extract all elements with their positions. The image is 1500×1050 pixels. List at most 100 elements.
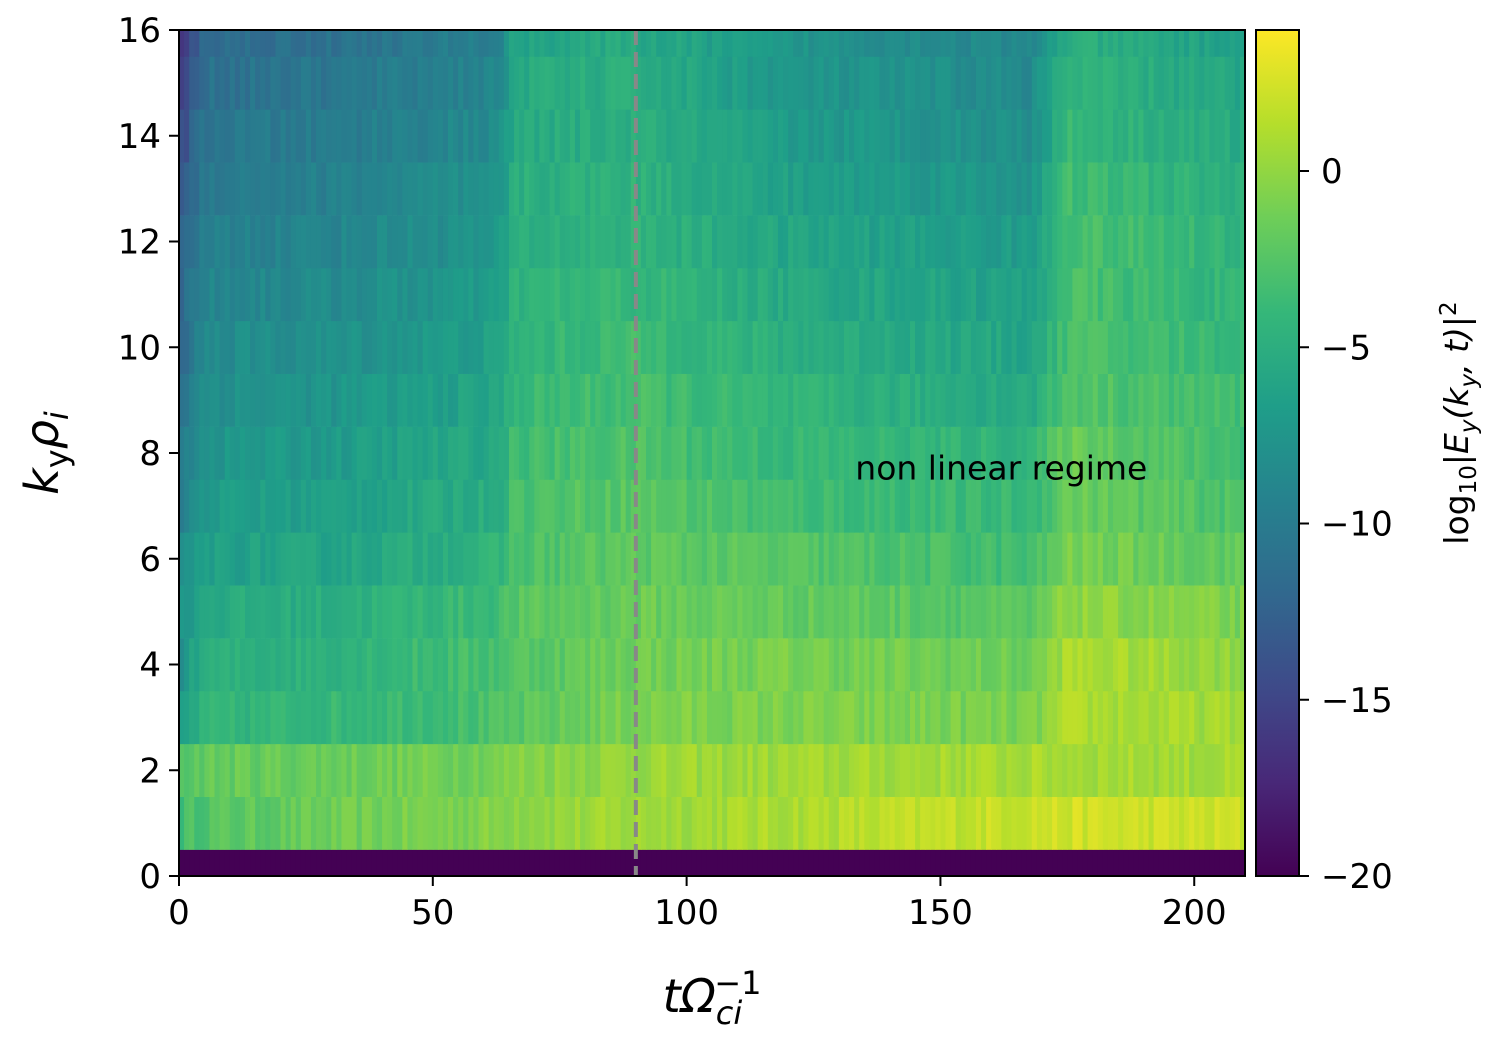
heatmap-cell [321,267,327,322]
heatmap-cell [970,162,977,216]
heatmap-cell [1239,373,1246,427]
heatmap-cell [544,638,551,692]
heatmap-cell [295,585,302,639]
heatmap-cell [574,479,581,533]
heatmap-cell [290,690,297,745]
heatmap-cell [209,585,216,639]
heatmap-cell [564,796,571,850]
heatmap-cell [1011,267,1018,322]
heatmap-cell [1031,267,1038,322]
heatmap-cell [387,56,393,110]
heatmap-cell [630,30,637,57]
heatmap-cell [864,690,870,745]
heatmap-cell [437,426,444,480]
colorbar-tick-label: −15 [1321,681,1393,721]
heatmap-cell [696,585,703,639]
heatmap-cell [214,56,221,110]
heatmap-cell [1031,320,1038,374]
heatmap-cell [701,30,708,57]
heatmap-cell [1123,162,1129,216]
heatmap-cell [828,585,835,639]
heatmap-cell [803,426,810,480]
heatmap-cell [1148,585,1155,639]
heatmap-cell [625,162,632,216]
heatmap-cell [1087,215,1094,269]
heatmap-cell [1107,796,1114,850]
heatmap-cell [508,532,515,586]
heatmap-cell [950,30,957,57]
heatmap-cell [1209,585,1216,639]
heatmap-cell [1179,30,1185,57]
heatmap-cell [864,585,870,639]
heatmap-cell [290,56,297,110]
heatmap-cell [1163,215,1170,269]
heatmap-cell [828,56,835,110]
heatmap-cell [295,479,302,533]
heatmap-cell [498,796,505,850]
heatmap-cell [712,690,718,745]
heatmap-cell [1214,373,1221,427]
heatmap-cell [838,638,845,692]
heatmap-cell [991,373,997,427]
heatmap-cell [1123,109,1129,163]
heatmap-cell [448,479,454,533]
heatmap-cell [869,743,876,797]
heatmap-cell [620,849,627,877]
heatmap-cell [326,743,332,797]
heatmap-cell [1158,638,1165,692]
heatmap-cell [1062,215,1068,269]
heatmap-cell [478,690,485,745]
heatmap-cell [671,690,678,745]
heatmap-cell [894,849,901,877]
heatmap-cell [737,215,744,269]
heatmap-cell [930,585,936,639]
heatmap-cell [402,109,409,163]
heatmap-cell [1016,426,1023,480]
heatmap-cell [970,215,977,269]
heatmap-cell [843,373,850,427]
heatmap-cell [727,796,733,850]
heatmap-cell [427,638,434,692]
heatmap-cell [493,426,500,480]
heatmap-cell [859,215,865,269]
heatmap-cell [427,479,434,533]
heatmap-cell [437,56,444,110]
heatmap-cell [651,690,657,745]
heatmap-cell [712,585,718,639]
heatmap-cell [991,585,997,639]
heatmap-cell [620,796,627,850]
heatmap-cell [580,690,586,745]
heatmap-cell [777,479,784,533]
heatmap-cell [1123,796,1129,850]
heatmap-cell [316,373,322,427]
heatmap-cell [879,267,886,322]
heatmap-cell [204,479,211,533]
heatmap-cell [986,373,992,427]
heatmap-cell [554,638,561,692]
heatmap-cell [843,56,850,110]
heatmap-cell [1138,30,1145,57]
heatmap-cell [300,849,307,877]
heatmap-cell [666,56,672,110]
heatmap-cell [737,690,744,745]
heatmap-cell [270,30,277,57]
heatmap-cell [635,215,642,269]
heatmap-cell [884,479,891,533]
heatmap-cell [458,215,464,269]
heatmap-cell [681,373,688,427]
heatmap-cell [843,162,850,216]
heatmap-cell [701,267,708,322]
heatmap-cell [950,796,957,850]
heatmap-cell [437,585,444,639]
heatmap-cell [950,109,957,163]
heatmap-cell [1087,426,1094,480]
heatmap-cell [1092,743,1099,797]
heatmap-cell [909,267,916,322]
heatmap-cell [849,30,855,57]
heatmap-cell [366,30,373,57]
heatmap-cell [1209,479,1216,533]
heatmap-cell [1021,532,1028,586]
heatmap-cell [1057,638,1063,692]
heatmap-cell [392,215,398,269]
heatmap-cell [1173,849,1180,877]
